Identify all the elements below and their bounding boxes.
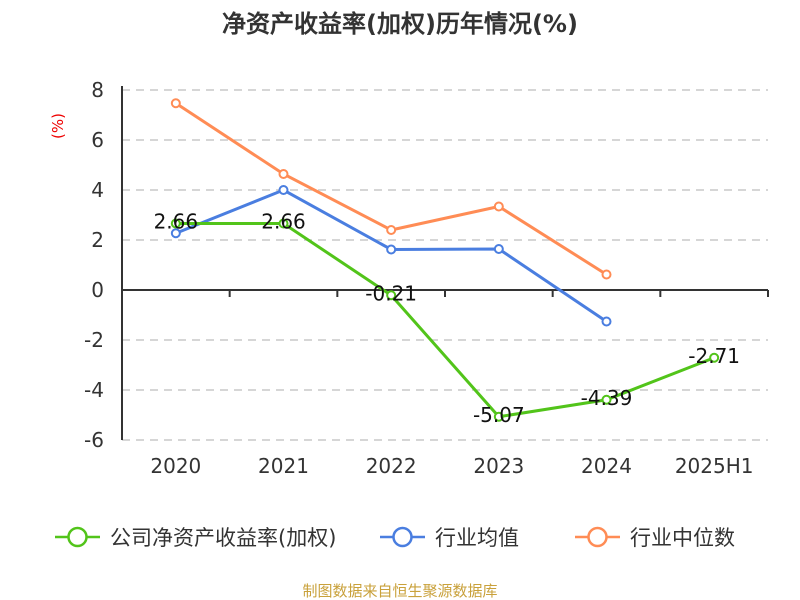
data-label: 2.66: [261, 210, 306, 234]
y-tick-label: -4: [84, 378, 104, 402]
legend-label: 行业中位数: [630, 526, 735, 550]
data-point: [709, 352, 720, 363]
data-point: [601, 316, 612, 327]
y-tick-label: 8: [91, 78, 104, 102]
data-point: [493, 201, 504, 212]
data-point: [170, 228, 181, 239]
data-label: -0.21: [365, 281, 417, 305]
series-line: [175, 222, 715, 419]
y-tick-label: -6: [84, 428, 104, 452]
data-point: [601, 269, 612, 280]
x-tick-label: 2025H1: [675, 454, 754, 478]
data-point: [278, 169, 289, 179]
x-tick-label: 2020: [150, 454, 201, 478]
legend-circle-icon: [392, 526, 413, 548]
data-point: [278, 218, 289, 229]
y-axis-label: (%): [49, 113, 67, 139]
data-point: [386, 244, 397, 255]
data-point: [601, 394, 612, 405]
x-tick-label: 2024: [581, 454, 632, 478]
data-point: [170, 218, 181, 229]
y-tick-label: 6: [91, 128, 104, 152]
legend-label: 公司净资产收益率(加权): [110, 526, 336, 550]
y-tick-label: 0: [91, 278, 104, 302]
data-point: [493, 244, 504, 254]
x-tick-label: 2021: [258, 454, 309, 478]
legend-item[interactable]: 公司净资产收益率(加权): [55, 526, 336, 550]
data-point: [493, 411, 504, 422]
data-label: -5.07: [473, 403, 525, 427]
x-tick-label: 2022: [366, 454, 417, 478]
data-point: [170, 98, 181, 109]
data-label: -2.71: [688, 344, 740, 368]
y-tick-label: 4: [91, 178, 104, 202]
data-point: [386, 225, 397, 235]
y-tick-label: -2: [84, 328, 104, 352]
legend-item[interactable]: 行业中位数: [575, 526, 735, 550]
legend-label: 行业均值: [435, 526, 519, 550]
data-point: [386, 290, 397, 301]
legend-item[interactable]: 行业均值: [380, 526, 519, 550]
data-point: [278, 185, 289, 195]
x-tick-label: 2023: [473, 454, 524, 478]
legend-circle-icon: [67, 526, 88, 548]
chart-title: 净资产收益率(加权)历年情况(%): [222, 10, 578, 38]
y-tick-label: 2: [91, 228, 104, 252]
legend-circle-icon: [587, 526, 608, 548]
data-label: 2.66: [154, 210, 199, 234]
footer-source: 制图数据来自恒生聚源数据库: [302, 582, 497, 600]
data-label: -4.39: [581, 386, 633, 410]
